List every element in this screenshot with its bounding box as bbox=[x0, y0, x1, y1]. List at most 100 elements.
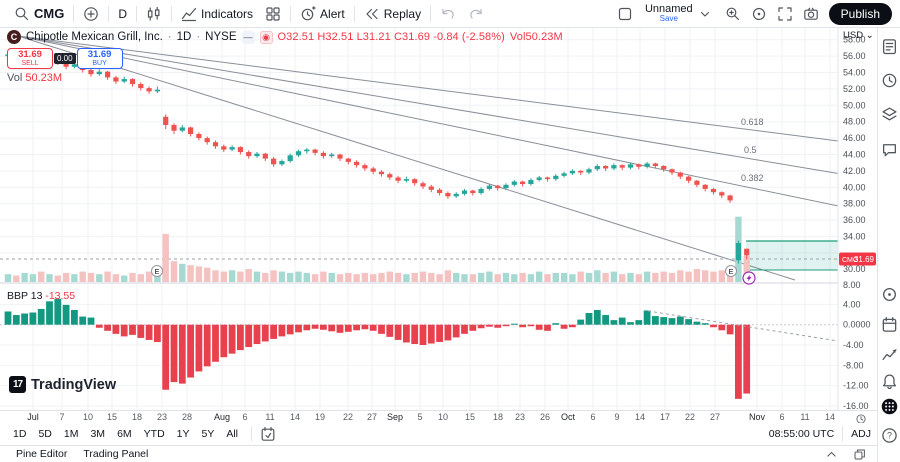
earnings-marker-icon[interactable] bbox=[151, 265, 163, 277]
fib-level-label: 0.5 bbox=[744, 145, 757, 155]
object-tree-icon[interactable] bbox=[881, 106, 898, 123]
toolbar-divider bbox=[842, 427, 844, 441]
compare-add-symbol-button[interactable] bbox=[77, 2, 105, 26]
chart-style-button[interactable] bbox=[140, 2, 168, 26]
publish-button[interactable]: Publish bbox=[828, 2, 892, 25]
time-tick-label: Jul bbox=[27, 412, 39, 422]
range-3m[interactable]: 3M bbox=[90, 428, 106, 440]
legend-separator: · bbox=[167, 31, 172, 43]
range-1m[interactable]: 1M bbox=[63, 428, 79, 440]
range-5d[interactable]: 5D bbox=[38, 428, 52, 440]
ideas-icon[interactable] bbox=[881, 345, 898, 362]
range-ytd[interactable]: YTD bbox=[143, 428, 165, 440]
range-6m[interactable]: 6M bbox=[117, 428, 132, 440]
grid-layer bbox=[0, 28, 838, 410]
layout-name: Unnamed Save bbox=[645, 3, 693, 24]
right-sidebar: ? bbox=[877, 28, 900, 462]
volume-layer bbox=[4, 216, 750, 282]
snapshot-target-icon[interactable] bbox=[751, 6, 767, 22]
save-link[interactable]: Save bbox=[659, 13, 678, 23]
range-5y[interactable]: 5Y bbox=[201, 428, 215, 440]
time-tick-label: 7 bbox=[59, 412, 65, 422]
fullscreen-icon[interactable] bbox=[777, 6, 793, 22]
time-tick-label: 27 bbox=[366, 412, 378, 422]
tab-trading-panel[interactable]: Trading Panel bbox=[83, 448, 149, 460]
alerts-clock-icon[interactable] bbox=[881, 72, 898, 89]
indicators-button[interactable]: Indicators bbox=[175, 2, 259, 26]
chat-icon[interactable] bbox=[881, 141, 898, 158]
replay-icon bbox=[364, 6, 380, 22]
legend-collapse-badge[interactable]: — bbox=[241, 30, 255, 44]
help-icon[interactable]: ? bbox=[881, 427, 898, 444]
alert-button[interactable]: Alert bbox=[294, 2, 351, 26]
range-toolbar: 1D 5D 1M 3M 6M YTD 1Y 5Y All 08:55:00 UT… bbox=[0, 423, 877, 445]
main-legend[interactable]: C Chipotle Mexican Grill, Inc. · 1D · NY… bbox=[7, 30, 563, 44]
price-axis[interactable]: USD ⌄58.00 56.00 54.00 52.00 50.00 48.00 46.00… bbox=[837, 28, 877, 410]
time-tick-label: 9 bbox=[614, 412, 620, 422]
earnings-marker-icon[interactable] bbox=[725, 265, 737, 277]
volume-indicator-legend[interactable]: Vol 50.23M bbox=[7, 72, 62, 84]
time-tick-label: 19 bbox=[314, 412, 326, 422]
expand-panel-chevron-icon[interactable] bbox=[823, 446, 839, 462]
layout-name-button[interactable]: Unnamed Save bbox=[643, 2, 715, 26]
last-price-tag-symbol: CMG bbox=[842, 257, 858, 264]
time-tick-label: 14 bbox=[289, 412, 301, 422]
price-label: 36.00 bbox=[843, 215, 866, 225]
time-tick-label: 6 bbox=[779, 412, 785, 422]
price-label: 44.00 bbox=[843, 150, 866, 160]
price-label: 0.0000 bbox=[843, 320, 871, 330]
sell-price: 31.69 bbox=[18, 48, 42, 60]
toolbar-divider bbox=[251, 427, 253, 441]
last-price-tag bbox=[839, 252, 876, 266]
range-1d[interactable]: 1D bbox=[13, 428, 27, 440]
indicator-templates-button[interactable] bbox=[259, 2, 287, 26]
position-box bbox=[746, 240, 838, 271]
legend-exchange: NYSE bbox=[205, 31, 237, 43]
undo-button[interactable] bbox=[434, 2, 462, 26]
legend-title: Chipotle Mexican Grill, Inc. bbox=[26, 31, 163, 43]
watchlist-icon[interactable] bbox=[881, 38, 898, 55]
price-label: 46.00 bbox=[843, 133, 866, 143]
time-axis[interactable]: Jul 7 10 15 18 23 28 Aug 6 11 14 19 22 27 Sep 5 10 15 18 23… bbox=[0, 410, 877, 424]
apps-menu-icon[interactable] bbox=[881, 398, 898, 415]
restore-pane-icon[interactable] bbox=[851, 446, 867, 462]
tab-pine-editor[interactable]: Pine Editor bbox=[16, 448, 68, 460]
trendlines-layer: 0.618 0.5 0.382 bbox=[17, 35, 877, 281]
price-label: 48.00 bbox=[843, 117, 866, 127]
buy-button[interactable]: 31.69 BUY bbox=[76, 48, 123, 69]
time-tick-label: 10 bbox=[82, 412, 94, 422]
time-tick-label: Sep bbox=[386, 412, 404, 422]
svg-text:?: ? bbox=[887, 431, 892, 441]
layout-select-icon[interactable] bbox=[617, 6, 633, 22]
toolbar-divider bbox=[353, 5, 355, 22]
range-1y[interactable]: 1Y bbox=[176, 428, 190, 440]
svg-text:E: E bbox=[154, 267, 159, 276]
redo-button[interactable] bbox=[462, 2, 490, 26]
interval-button[interactable]: D bbox=[112, 2, 133, 26]
time-tick-label: 22 bbox=[342, 412, 354, 422]
price-label: -16.00 bbox=[843, 401, 869, 410]
quick-search-icon[interactable] bbox=[725, 6, 741, 22]
toolbar-divider bbox=[108, 5, 110, 22]
replay-label: Replay bbox=[383, 6, 422, 21]
symbol-search-button[interactable]: CMG bbox=[8, 2, 70, 26]
calendar-icon[interactable] bbox=[881, 316, 898, 333]
camera-icon[interactable] bbox=[803, 6, 819, 22]
range-buttons: 1D 5D 1M 3M 6M YTD 1Y 5Y All bbox=[0, 426, 276, 442]
time-tick-label: 23 bbox=[156, 412, 168, 422]
time-tick-label: 23 bbox=[514, 412, 526, 422]
sell-button[interactable]: 31.69 SELL bbox=[7, 48, 53, 69]
adjusted-data-toggle[interactable]: ADJ bbox=[851, 428, 871, 440]
bbp-indicator-legend[interactable]: BBP 13 -13.55 bbox=[7, 290, 75, 302]
tradingview-logo-icon: 17 bbox=[9, 376, 26, 393]
notifications-bell-icon[interactable] bbox=[881, 373, 898, 390]
delayed-data-badge[interactable]: ◉ bbox=[259, 30, 273, 44]
range-all[interactable]: All bbox=[226, 428, 239, 440]
go-to-date-icon[interactable] bbox=[260, 426, 276, 442]
hotlists-icon[interactable] bbox=[881, 286, 898, 303]
replay-button[interactable]: Replay bbox=[358, 2, 427, 26]
time-tick-label: 14 bbox=[634, 412, 646, 422]
clock-utc[interactable]: 08:55:00 UTC bbox=[768, 428, 835, 440]
toolbar-right-group: Unnamed Save Publish bbox=[617, 2, 900, 26]
